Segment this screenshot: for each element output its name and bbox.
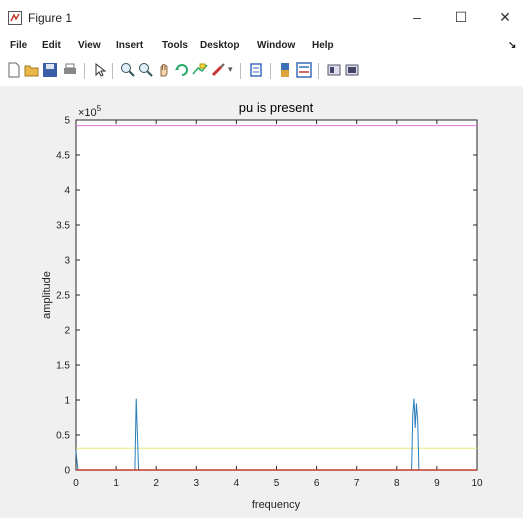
y-tick-label: 1 [64, 396, 70, 407]
legend-icon[interactable] [296, 62, 312, 78]
figure-toolbar: ▾ [0, 58, 523, 84]
toolbar-separator [112, 63, 113, 79]
chart-title: pu is present [239, 100, 314, 115]
y-axis-label: amplitude [41, 271, 53, 319]
menu-help[interactable]: Help [312, 40, 334, 51]
open-file-icon[interactable] [24, 62, 40, 78]
window-title: Figure 1 [28, 11, 73, 25]
link-icon[interactable] [248, 62, 264, 78]
y-tick-label: 4.5 [56, 151, 70, 162]
hide-plot-tools-icon[interactable] [326, 62, 342, 78]
menu-tools[interactable]: Tools [162, 40, 188, 51]
pan-icon[interactable] [156, 62, 172, 78]
x-tick-label: 10 [471, 478, 483, 489]
x-tick-label: 7 [354, 478, 360, 489]
window-titlebar: Figure 1 – ☐ ✕ [0, 0, 523, 34]
x-tick-label: 3 [194, 478, 200, 489]
zoom-in-icon[interactable] [120, 62, 136, 78]
save-icon[interactable] [42, 62, 58, 78]
x-tick-label: 4 [234, 478, 240, 489]
y-tick-label: 0.5 [56, 431, 70, 442]
data-cursor-icon[interactable] [192, 62, 208, 78]
x-tick-label: 9 [434, 478, 440, 489]
y-tick-label: 5 [64, 116, 70, 127]
toolbar-separator [240, 63, 241, 79]
y-tick-label: 3.5 [56, 221, 70, 232]
brush-dropdown-icon[interactable]: ▾ [228, 64, 233, 74]
y-tick-label: 4 [64, 186, 70, 197]
new-figure-icon[interactable] [6, 62, 22, 78]
x-tick-label: 2 [153, 478, 159, 489]
rotate-icon[interactable] [174, 62, 190, 78]
y-tick-label: 2.5 [56, 291, 70, 302]
maximize-button[interactable]: ☐ [454, 9, 468, 25]
toolbar-separator [318, 63, 319, 79]
x-tick-label: 6 [314, 478, 320, 489]
y-exponent-label: ×105 [78, 104, 102, 119]
print-icon[interactable] [62, 62, 78, 78]
axes-background[interactable] [75, 119, 478, 471]
y-tick-label: 2 [64, 326, 70, 337]
x-tick-label: 1 [113, 478, 119, 489]
x-tick-label: 0 [73, 478, 79, 489]
menu-view[interactable]: View [78, 40, 101, 51]
menu-bar: File Edit View Insert Tools Desktop Wind… [0, 38, 523, 54]
matlab-figure-icon [8, 11, 22, 25]
show-plot-tools-icon[interactable] [344, 62, 360, 78]
figure-canvas: pu is present 0 1 2 3 4 5 6 7 8 9 10 0 0.5 1 1.5 2 2.5 3 3… [0, 86, 523, 518]
menu-window[interactable]: Window [257, 40, 296, 51]
menu-overflow-icon[interactable]: ↘ [508, 40, 517, 51]
y-tick-label: 0 [64, 466, 70, 477]
plot-svg: pu is present 0 1 2 3 4 5 6 7 8 9 10 0 0.5 1 1.5 2 2.5 3 3… [41, 100, 483, 511]
x-tick-label: 8 [394, 478, 400, 489]
x-axis-label: frequency [252, 499, 301, 511]
menu-file[interactable]: File [10, 40, 28, 51]
minimize-button[interactable]: – [413, 9, 421, 25]
close-button[interactable]: ✕ [499, 9, 511, 25]
x-tick-label: 5 [274, 478, 280, 489]
brush-icon[interactable] [210, 62, 226, 78]
y-tick-label: 3 [64, 256, 70, 267]
toolbar-separator [84, 63, 85, 79]
menu-desktop[interactable]: Desktop [200, 40, 240, 51]
menu-edit[interactable]: Edit [42, 40, 61, 51]
toolbar-separator [270, 63, 271, 79]
zoom-out-icon[interactable] [138, 62, 154, 78]
edit-plot-icon[interactable] [92, 62, 108, 78]
menu-insert[interactable]: Insert [116, 40, 144, 51]
colorbar-icon[interactable] [278, 62, 294, 78]
y-tick-label: 1.5 [56, 361, 70, 372]
